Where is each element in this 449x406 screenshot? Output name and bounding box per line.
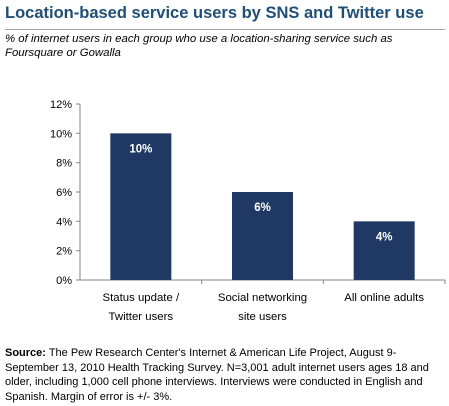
y-tick-label: 8%	[56, 158, 72, 170]
data-label: 4%	[376, 231, 393, 243]
y-tick-label: 6%	[56, 187, 72, 199]
bar	[353, 221, 415, 280]
data-label: 10%	[129, 143, 152, 155]
chart-title: Location-based service users by SNS and …	[5, 4, 424, 22]
category-label-line: site users	[238, 311, 287, 323]
source-text: The Pew Research Center's Internet & Ame…	[5, 347, 429, 403]
y-tick-label: 10%	[50, 128, 72, 140]
category-label: All online adults	[324, 289, 444, 308]
bar-chart: 0% 2% 4% 6% 8% 10% 12% 10% 6% 4%	[50, 99, 446, 287]
category-label: Status update / Twitter users	[81, 289, 201, 327]
data-label: 6%	[254, 202, 271, 214]
y-tick-label: 0%	[56, 275, 72, 287]
category-label-line: Status update /	[102, 292, 180, 304]
category-label: Social networking site users	[203, 289, 323, 327]
chart-subtitle: % of internet users in each group who us…	[5, 33, 393, 59]
y-tick-label: 4%	[56, 216, 72, 228]
category-label-line: Social networking	[217, 292, 308, 304]
source-label: Source:	[5, 347, 46, 359]
bar	[110, 133, 172, 280]
category-label-line: Twitter users	[108, 311, 174, 323]
y-tick-label: 2%	[56, 246, 72, 258]
y-tick-label: 12%	[50, 99, 72, 111]
source-note: Source: The Pew Research Center's Intern…	[5, 346, 445, 404]
title-divider	[5, 29, 445, 30]
bar	[232, 192, 293, 280]
category-label-line: All online adults	[344, 292, 425, 304]
